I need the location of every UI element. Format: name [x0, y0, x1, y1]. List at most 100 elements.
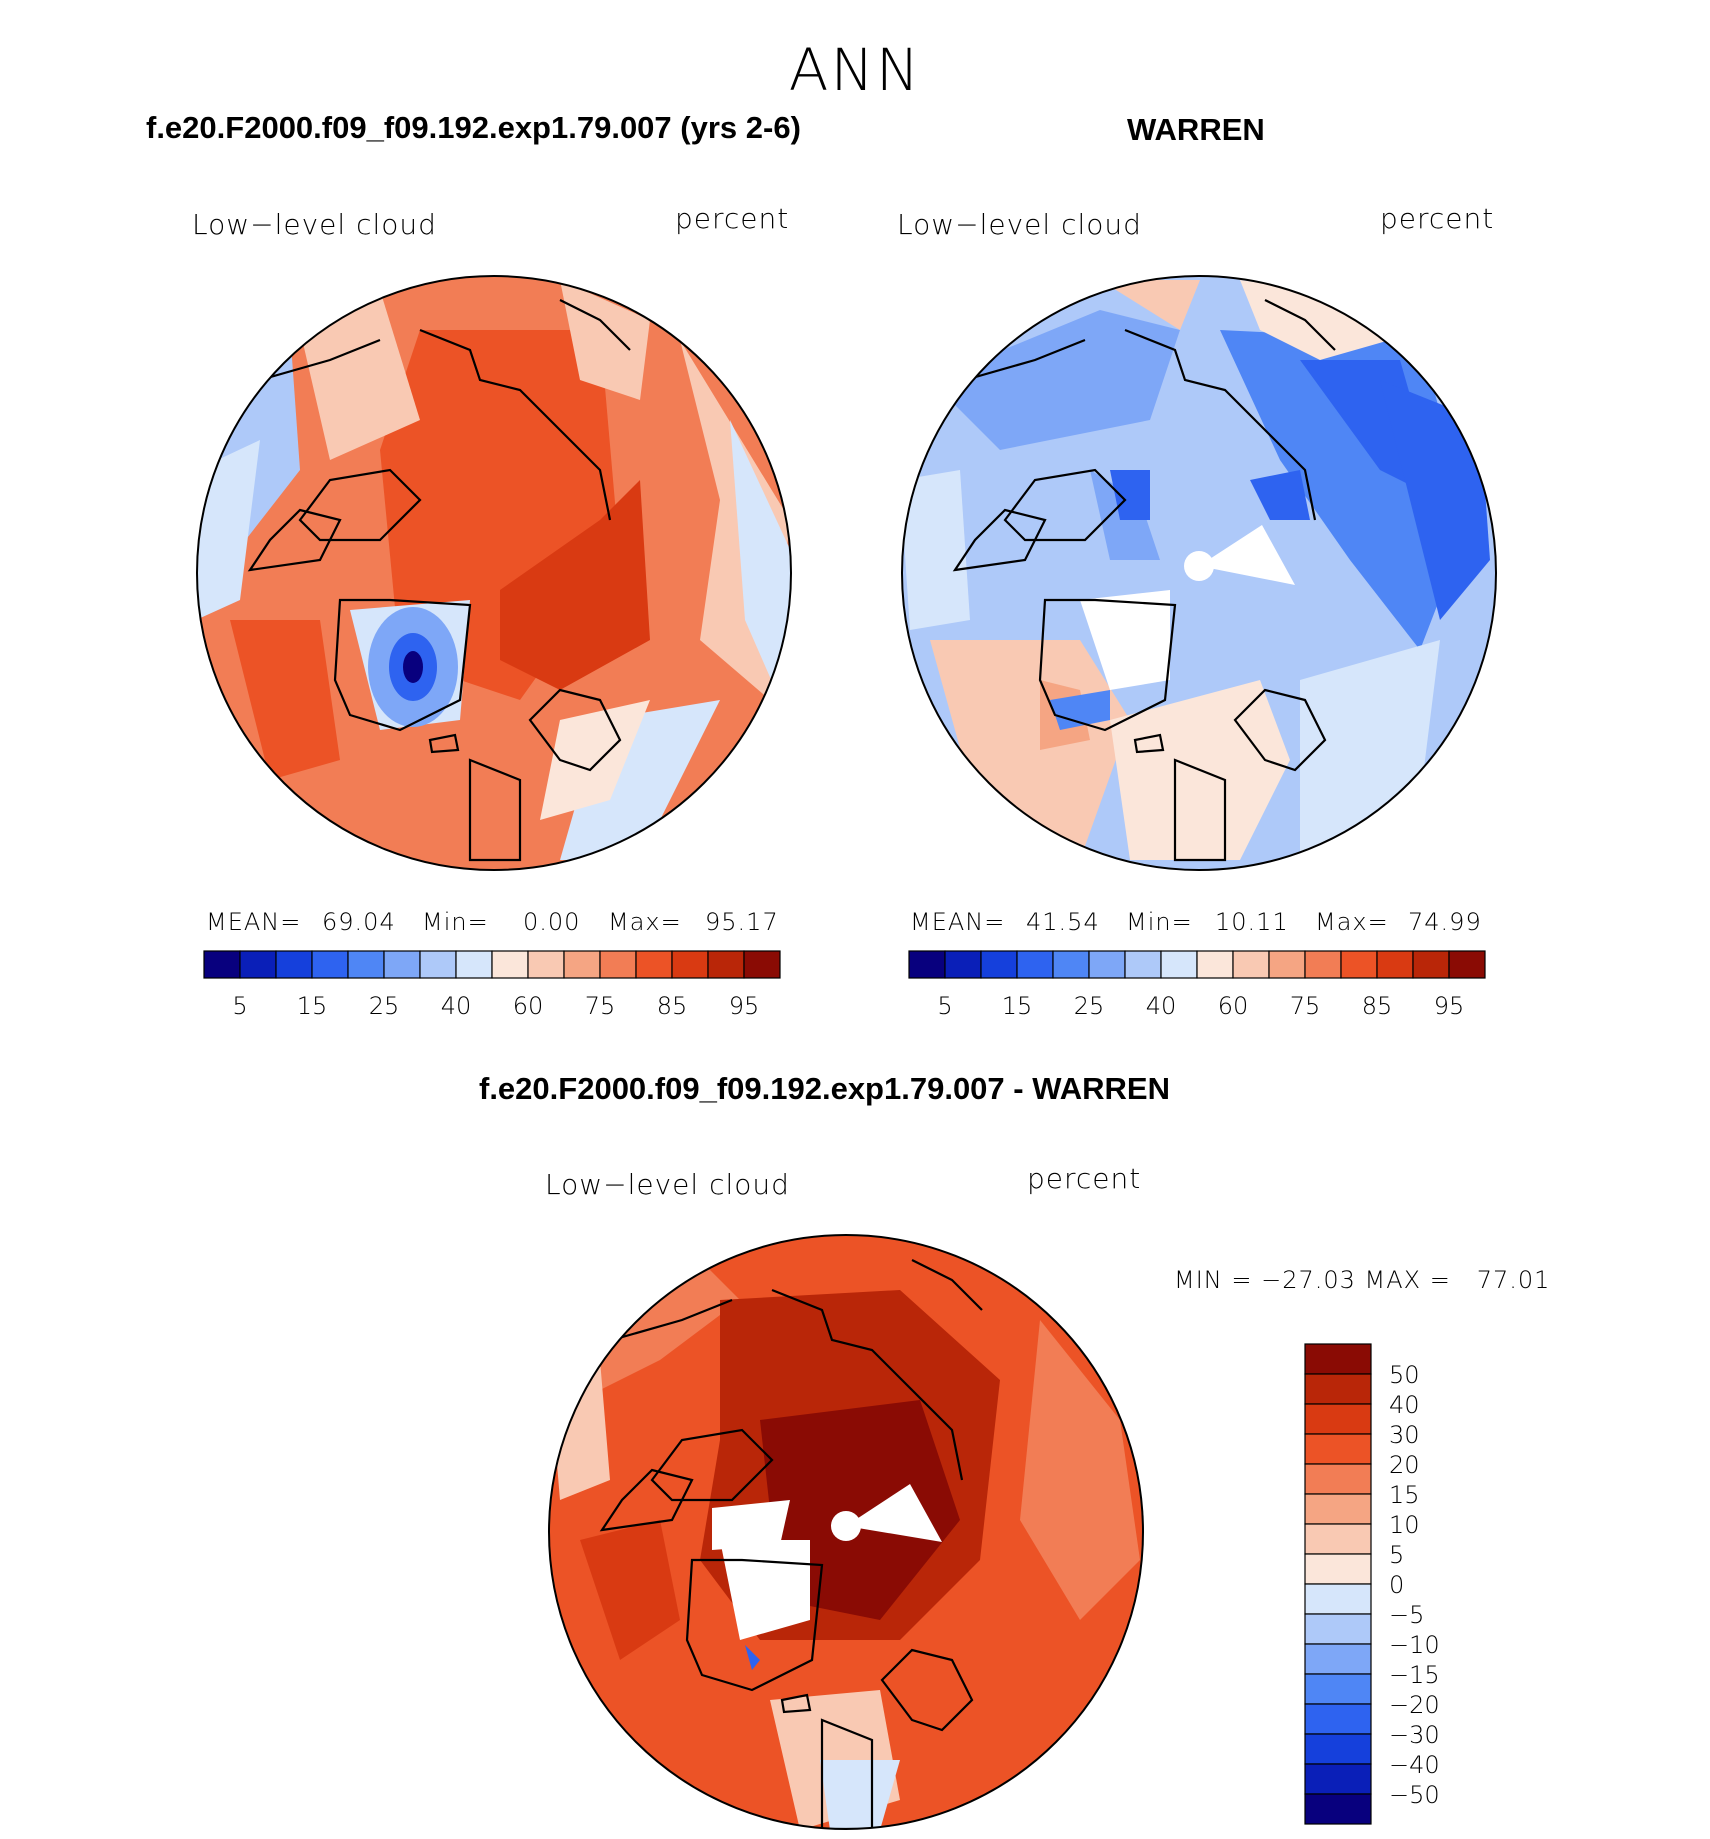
panel-2-colorbar-swatch: [1052, 950, 1090, 979]
panel-1-colorbar-swatch: [635, 950, 673, 979]
difference-colorbar-tick-label: −15: [1389, 1661, 1440, 1689]
panel-2-colorbar-swatch: [1304, 950, 1342, 979]
panel-1-colorbar-swatch: [419, 950, 457, 979]
panel-1-mean-label: MEAN=: [206, 908, 302, 936]
difference-colorbar-swatch: [1304, 1763, 1372, 1795]
panel-1-colorbar-tick-label: 5: [232, 992, 247, 1020]
panel-2-colorbar: 5 15 25 40 60 75 85 95: [908, 950, 1486, 1020]
panel-2-max-label: Max=: [1315, 908, 1389, 936]
difference-colorbar-swatch: [1304, 1433, 1372, 1465]
panel-2-colorbar-swatch: [1124, 950, 1162, 979]
panel-2-colorbar-tick-label: 25: [1074, 992, 1105, 1020]
difference-colorbar-swatch: [1304, 1613, 1372, 1645]
panel-1-colorbar-swatch: [347, 950, 385, 979]
panel-1-colorbar-swatch: [455, 950, 493, 979]
difference-colorbar-tick-label: 5: [1389, 1541, 1404, 1569]
difference-colorbar-swatch: [1304, 1343, 1372, 1375]
panel-2-map: [901, 275, 1497, 871]
panel-1-colorbar-tick-label: 25: [369, 992, 400, 1020]
difference-title: f.e20.F2000.f09_f09.192.exp1.79.007 - WA…: [479, 1071, 1170, 1106]
panel-2-colorbar-tick-label: 40: [1146, 992, 1177, 1020]
panel-2-max: 74.99: [1408, 908, 1482, 936]
difference-units: percent: [1027, 1162, 1142, 1195]
difference-colorbar-tick-label: 50: [1389, 1361, 1420, 1389]
panel-2-colorbar-swatch: [1376, 950, 1414, 979]
difference-colorbar-swatch: [1304, 1463, 1372, 1495]
panel-2-min-label: Min=: [1126, 908, 1193, 936]
panel-2-colorbar-swatch: [1088, 950, 1126, 979]
panel-1-colorbar-swatch: [671, 950, 709, 979]
difference-colorbar-swatch: [1304, 1403, 1372, 1435]
difference-colorbar-tick-label: −5: [1389, 1601, 1424, 1629]
panel-1-colorbar-tick-label: 40: [441, 992, 472, 1020]
panel-2-colorbar-swatch: [944, 950, 982, 979]
panel-2-title: WARREN: [1127, 112, 1265, 147]
difference-variable: Low−level cloud: [545, 1168, 790, 1201]
difference-colorbar-tick-label: −40: [1389, 1751, 1440, 1779]
panel-2-colorbar-tick-label: 15: [1002, 992, 1033, 1020]
panel-2-colorbar-swatch: [1196, 950, 1234, 979]
panel-1-colorbar-swatch: [311, 950, 349, 979]
panel-2-colorbar-tick-label: 75: [1290, 992, 1321, 1020]
difference-colorbar-tick-label: 30: [1389, 1421, 1420, 1449]
panel-2-colorbar-swatch: [1232, 950, 1270, 979]
difference-colorbar-swatch: [1304, 1673, 1372, 1705]
panel-1-colorbar-swatch: [599, 950, 637, 979]
panel-1-colorbar-tick-label: 15: [297, 992, 328, 1020]
difference-colorbar-swatch: [1304, 1373, 1372, 1405]
panel-2-colorbar-swatch: [1016, 950, 1054, 979]
panel-1-colorbar-swatch: [527, 950, 565, 979]
difference-colorbar-swatch: [1304, 1583, 1372, 1615]
panel-1-colorbar-swatch: [743, 950, 781, 979]
panel-1-colorbar-tick-label: 85: [657, 992, 688, 1020]
difference-colorbar-tick-label: −10: [1389, 1631, 1440, 1659]
panel-2-colorbar-swatch: [908, 950, 946, 979]
difference-map: [548, 1234, 1144, 1830]
panel-1-map: [196, 275, 792, 871]
panel-1-title: f.e20.F2000.f09_f09.192.exp1.79.007 (yrs…: [146, 110, 801, 145]
difference-colorbar-swatch: [1304, 1793, 1372, 1825]
difference-colorbar-tick-label: 40: [1389, 1391, 1420, 1419]
season-title: ANN: [788, 36, 922, 104]
difference-colorbar-swatch: [1304, 1553, 1372, 1585]
panel-1-colorbar-swatch: [239, 950, 277, 979]
panel-2-colorbar-swatch: [1448, 950, 1486, 979]
difference-colorbar-swatch: [1304, 1703, 1372, 1735]
difference-colorbar-tick-label: −30: [1389, 1721, 1440, 1749]
panel-1-min: 0.00: [523, 908, 581, 936]
panel-2-colorbar-swatch: [980, 950, 1018, 979]
panel-1-colorbar: 5 15 25 40 60 75 85 95: [203, 950, 781, 1020]
difference-colorbar-tick-label: −20: [1389, 1691, 1440, 1719]
panel-2-colorbar-swatch: [1412, 950, 1450, 979]
panel-1-min-label: Min=: [422, 908, 489, 936]
panel-2-colorbar-swatch: [1160, 950, 1198, 979]
difference-colorbar-tick-label: 10: [1389, 1511, 1420, 1539]
panel-2-colorbar-tick-label: 5: [937, 992, 952, 1020]
panel-2-mean: 41.54: [1026, 908, 1100, 936]
panel-1-colorbar-swatch: [707, 950, 745, 979]
panel-1-colorbar-swatch: [383, 950, 421, 979]
panel-1-units: percent: [675, 202, 790, 235]
difference-colorbar-tick-label: 20: [1389, 1451, 1420, 1479]
difference-colorbar-swatch: [1304, 1643, 1372, 1675]
panel-1-colorbar-tick-label: 95: [729, 992, 760, 1020]
panel-2-colorbar-swatch: [1268, 950, 1306, 979]
panel-1-mean: 69.04: [322, 908, 396, 936]
difference-colorbar-swatch: [1304, 1493, 1372, 1525]
panel-1-colorbar-swatch: [203, 950, 241, 979]
panel-1-colorbar-tick-label: 75: [585, 992, 616, 1020]
panel-2-variable: Low−level cloud: [897, 208, 1142, 241]
panel-2-colorbar-swatch: [1340, 950, 1378, 979]
panel-2-colorbar-tick-label: 95: [1434, 992, 1465, 1020]
panel-1-colorbar-swatch: [275, 950, 313, 979]
panel-2-colorbar-tick-label: 85: [1362, 992, 1393, 1020]
panel-2-min: 10.11: [1215, 908, 1289, 936]
difference-colorbar-tick-label: 0: [1389, 1571, 1404, 1599]
difference-colorbar-tick-label: −50: [1389, 1781, 1440, 1809]
difference-colorbar-swatch: [1304, 1733, 1372, 1765]
panel-1-colorbar-swatch: [563, 950, 601, 979]
difference-minmax: MIN = −27.03 MAX = 77.01: [1174, 1266, 1551, 1294]
panel-1-colorbar-tick-label: 60: [513, 992, 544, 1020]
